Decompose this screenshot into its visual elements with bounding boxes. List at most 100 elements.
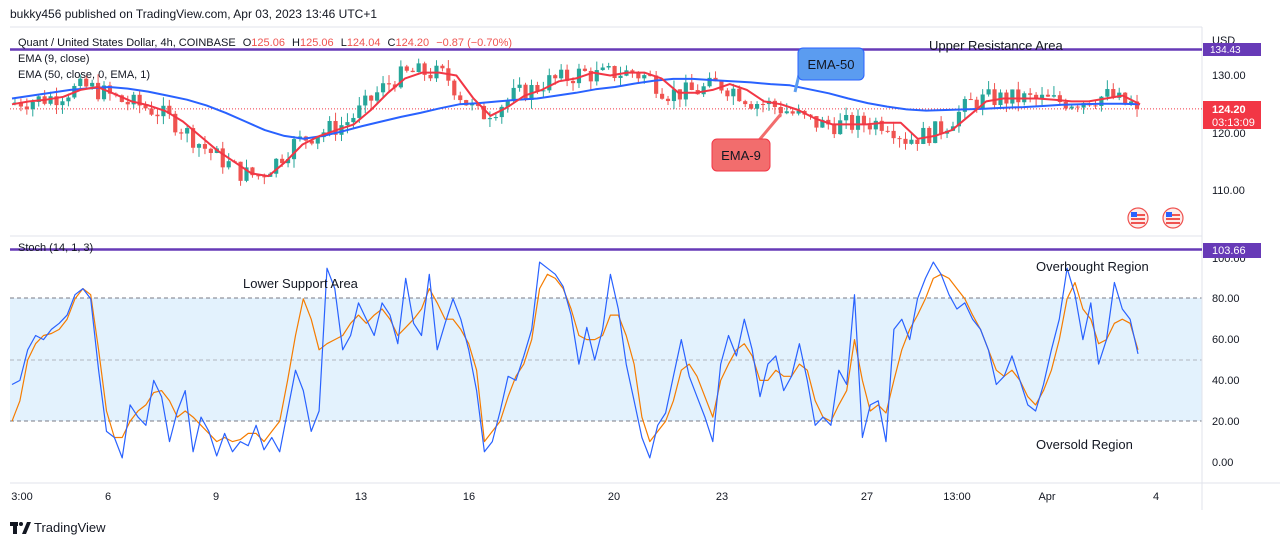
candle-body [375,92,380,101]
candle-body [327,120,332,133]
candle-body [452,80,457,96]
candle-body [54,96,59,106]
candle-body [1123,92,1128,105]
candle-body [345,122,350,126]
candle-body [1099,96,1104,107]
candle-body [24,106,29,110]
price-pane[interactable] [10,27,1202,233]
candle-body [351,117,356,123]
candle-body [30,101,35,110]
stoch-tick: 0.00 [1212,457,1233,469]
candle-body [588,70,593,82]
candle-body [416,63,421,73]
candle-body [849,114,855,130]
candle-body [677,89,682,100]
price-axis[interactable]: USD 134.43 130.00 120.00 110.00 124.20 0… [1203,35,1261,197]
candle-body [404,66,409,71]
candle-body [749,104,754,109]
upper-resistance-label: Upper Resistance Area [929,38,1063,53]
ema9-callout[interactable]: EMA-9 [711,113,783,172]
candle-body [155,114,160,117]
candle-body [256,175,261,177]
candle-body [968,99,973,101]
price-tick: 120.00 [1212,128,1246,140]
candle-body [832,124,837,135]
candle-body [380,83,386,93]
price-series [10,58,1202,186]
last-price: 124.20 [1212,104,1246,116]
candle-body [291,139,297,160]
candle-body [1039,94,1045,99]
candle-body [707,77,712,87]
us-flag-icon[interactable] [1127,207,1149,229]
stoch-line-value-tag [1203,243,1261,258]
ema9-callout-box [711,138,771,172]
ema50-line [11,77,1141,140]
candle-body [1045,94,1051,97]
candle-body [784,111,789,114]
candle-body [1105,89,1110,97]
stoch-tick: 80.00 [1212,293,1240,305]
ema9-line [11,71,1141,178]
candle-body [814,116,819,128]
candle-body [173,113,178,133]
stoch-series [11,261,1139,459]
time-tick: 16 [463,491,475,503]
candle-body [1034,94,1039,99]
time-tick: 3:00 [11,491,32,503]
candle-body [618,75,623,78]
tradingview-logo[interactable]: TradingView [10,520,106,535]
candle-body [873,120,878,130]
ema50-callout[interactable]: EMA-50 [793,47,865,93]
candle-body [107,85,113,94]
stoch-axis[interactable]: 100.00 80.00 60.00 40.00 20.00 0.00 103.… [1203,243,1261,469]
bar-countdown: 03:13:09 [1212,117,1255,129]
candle-body [1051,95,1056,97]
ema50-legend[interactable]: EMA (50, close, 0, EMA, 1) [18,69,150,81]
candle-body [244,167,249,181]
candle-body [410,70,415,73]
time-tick: 20 [608,491,620,503]
ema50-callout-box [797,47,865,81]
candle-body [980,94,985,109]
candle-body [636,73,641,79]
candle-body [226,161,231,168]
candle-body [274,158,279,174]
time-tick: 4 [1153,491,1159,503]
time-tick: 13:00 [943,491,971,503]
candle-body [386,83,392,85]
candle-body [458,95,463,101]
candle-body [933,121,938,144]
candle-body [671,89,677,102]
candle-body [956,111,962,127]
candle-body [143,105,148,109]
candle-body [1111,89,1116,98]
stoch-line-value: 103.66 [1212,245,1246,257]
candle-body [18,102,23,107]
ema9-legend[interactable]: EMA (9, close) [18,53,90,65]
symbol-legend: Quant / United States Dollar, 4h, COINBA… [18,37,512,49]
candle-body [731,88,736,97]
candle-body [689,82,694,90]
candle-body [1081,103,1086,108]
candle-body [481,105,487,120]
candle-body [660,93,665,99]
candle-body [1093,105,1098,107]
resistance-value: 134.43 [1210,45,1241,56]
stoch-legend[interactable]: Stoch (14, 1, 3) [18,242,93,254]
candle-body [600,67,605,71]
time-tick: 13 [355,491,367,503]
candle-body [541,90,546,92]
time-axis[interactable]: 3:00 6 9 13 16 20 23 27 13:00 Apr 4 [11,491,1159,503]
time-tick: Apr [1038,491,1055,503]
candle-body [903,138,908,144]
candle-body [594,70,599,82]
candle-body [333,120,338,135]
candle-body [185,128,190,134]
candle-body [891,130,896,139]
candle-body [719,81,724,91]
us-flag-icon[interactable] [1162,207,1184,229]
candle-body [915,139,920,144]
candle-body [238,161,243,181]
stoch-tick: 40.00 [1212,375,1240,387]
